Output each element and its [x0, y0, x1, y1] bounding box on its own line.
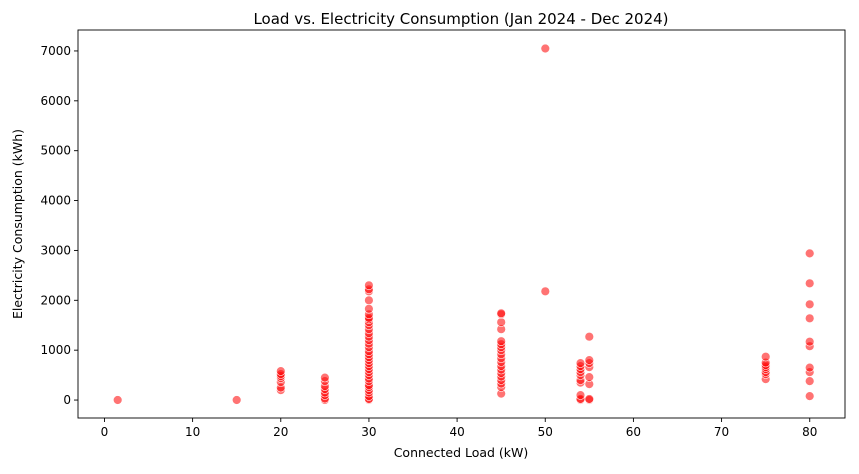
data-point-97	[760, 352, 771, 362]
data-point-99	[804, 376, 815, 386]
data-point-89	[584, 332, 594, 342]
data-point-107	[804, 248, 815, 259]
data-point-106	[804, 278, 815, 288]
data-point-83	[584, 394, 594, 404]
chart-title: Load vs. Electricity Consumption (Jan 20…	[253, 10, 668, 28]
y-axis-label: Electricity Consumption (kWh)	[10, 129, 25, 319]
y-tick-label: 1000	[40, 343, 71, 357]
y-tick-label: 0	[63, 393, 71, 407]
data-point-65	[496, 336, 506, 346]
data-point-67	[496, 317, 506, 327]
data-point-16	[320, 372, 330, 383]
x-tick-label: 30	[361, 425, 376, 439]
data-point-1	[232, 395, 242, 405]
data-point-71	[540, 43, 550, 54]
x-tick-label: 50	[538, 425, 553, 439]
data-point-47	[364, 295, 374, 305]
x-tick-label: 80	[802, 425, 817, 439]
data-point-0	[112, 395, 123, 405]
data-point-101	[804, 362, 815, 373]
plot-frame	[77, 29, 846, 419]
data-point-88	[584, 355, 594, 365]
y-tick-label: 3000	[40, 243, 71, 257]
points-layer	[112, 43, 815, 405]
x-tick-label: 70	[714, 425, 729, 439]
data-point-81	[575, 358, 586, 368]
data-point-104	[804, 313, 815, 323]
x-tick-label: 40	[449, 425, 464, 439]
y-tick-label: 6000	[40, 94, 71, 108]
y-tick-label: 2000	[40, 293, 71, 307]
y-tick-label: 7000	[40, 44, 71, 58]
data-point-74	[575, 390, 586, 400]
data-point-50	[364, 280, 374, 290]
x-tick-label: 60	[626, 425, 641, 439]
y-tick-label: 5000	[40, 144, 71, 158]
data-point-85	[584, 372, 594, 382]
x-tick-label: 10	[185, 425, 200, 439]
x-axis-label: Connected Load (kW)	[394, 445, 529, 460]
data-point-8	[276, 366, 286, 376]
data-point-46	[364, 304, 374, 314]
y-axis: 0 1000 2000 3000 4000 5000 6000 7000	[40, 44, 78, 407]
y-tick-label: 4000	[40, 194, 71, 208]
data-point-70	[540, 286, 550, 296]
data-point-98	[804, 391, 815, 401]
x-tick-label: 0	[101, 425, 109, 439]
data-point-105	[804, 299, 815, 309]
x-tick-label: 20	[273, 425, 288, 439]
data-point-103	[804, 337, 815, 347]
x-axis: 0 10 20 30 40 50 60 70 80	[101, 418, 817, 439]
data-point-69	[496, 308, 506, 318]
